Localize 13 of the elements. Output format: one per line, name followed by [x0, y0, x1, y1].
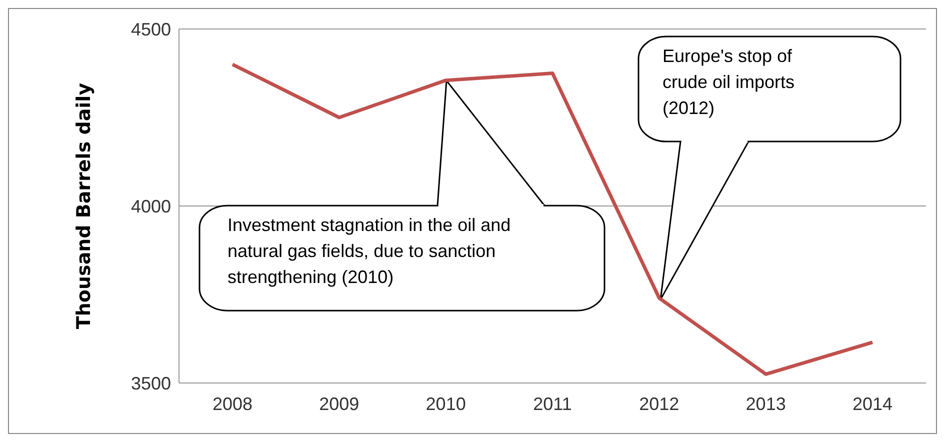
x-tick-label: 2013: [746, 394, 786, 414]
x-tick-label: 2010: [426, 394, 466, 414]
x-tick-label: 2009: [319, 394, 360, 414]
x-tick-label: 2012: [639, 394, 680, 414]
x-tick-label: 2011: [533, 394, 572, 414]
annotation: Europe's stop of crude oil imports (2012): [662, 44, 796, 120]
x-tick-label: 2008: [212, 394, 253, 414]
annotation: Investment stagnation in the oil and natural gas fields, due to sanction strengthening (2010): [228, 214, 512, 289]
y-tick-label: 3500: [130, 373, 171, 394]
x-tick-label: 2014: [852, 394, 893, 414]
y-tick-label: 4000: [130, 196, 171, 216]
y-axis-title: Thousand Barrels daily: [73, 82, 95, 330]
y-tick-label: 4500: [130, 19, 171, 40]
